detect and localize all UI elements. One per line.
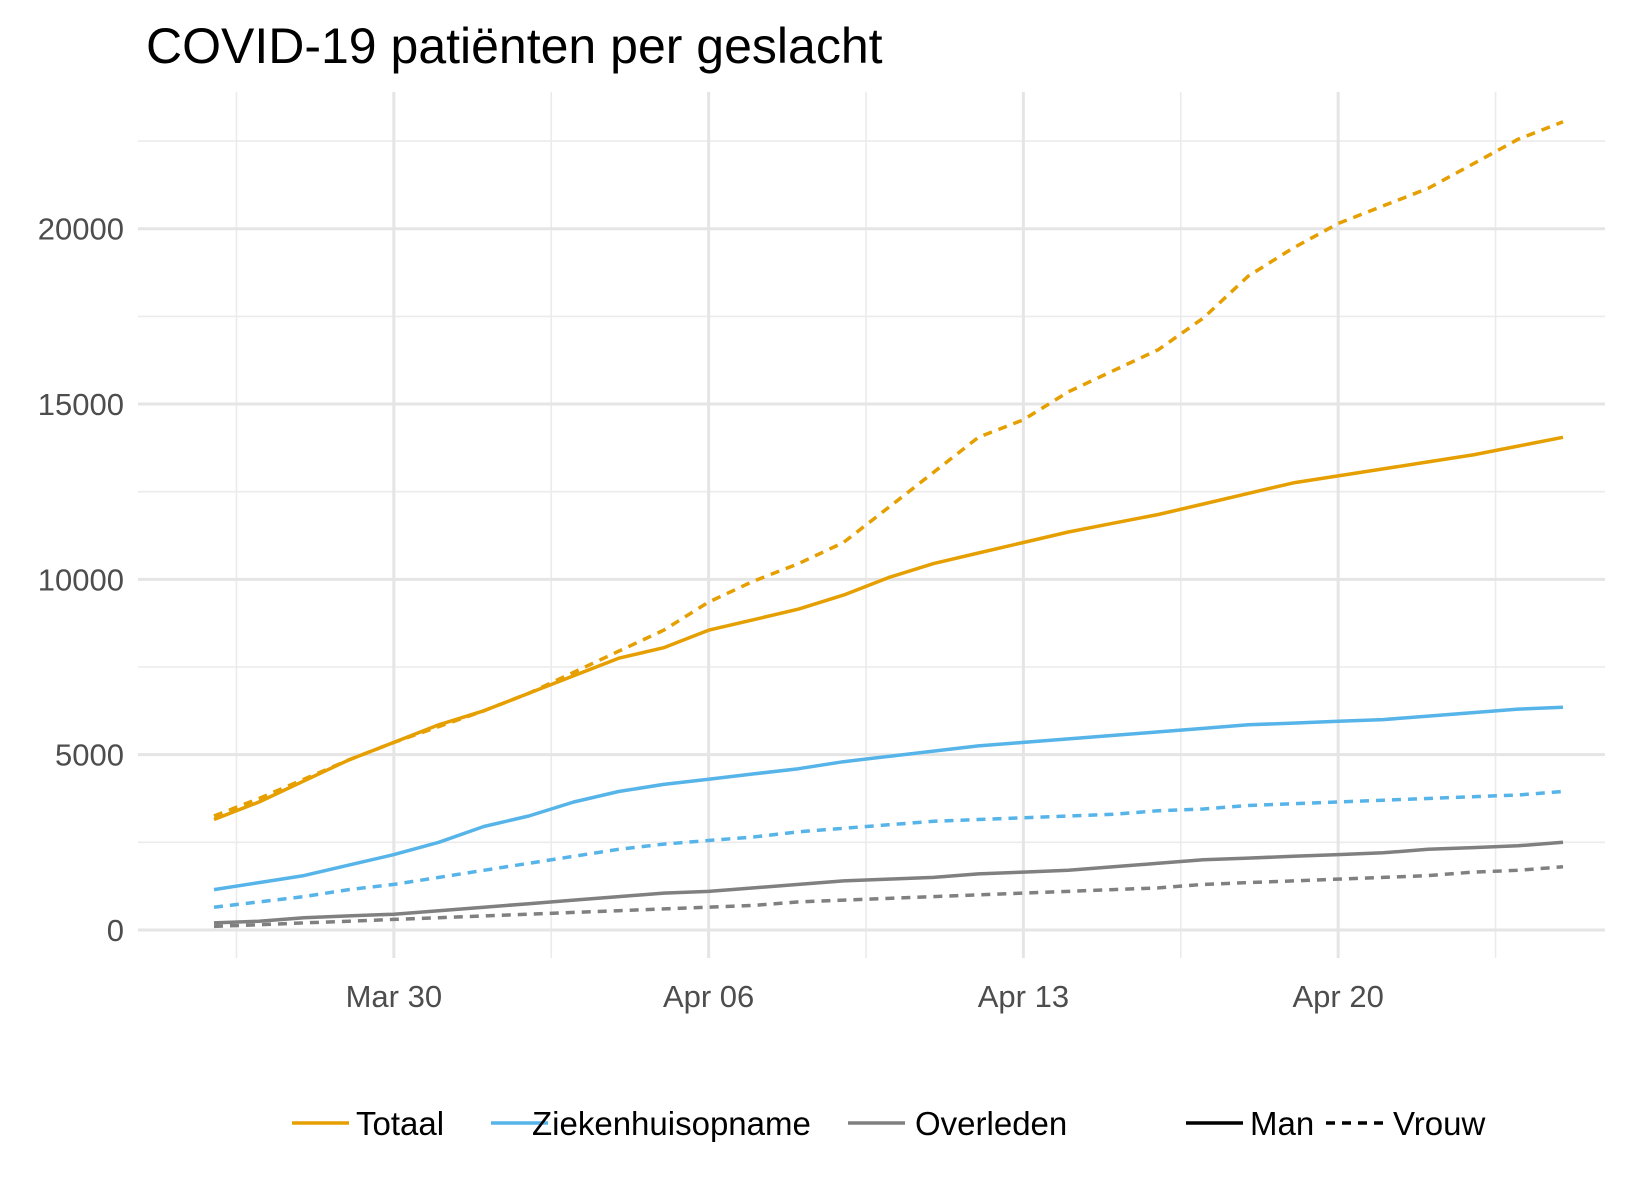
series-lines [213, 120, 1564, 929]
x-tick-label: Apr 20 [1292, 979, 1383, 1014]
y-tick-label: 10000 [38, 562, 124, 597]
y-tick-label: 0 [107, 913, 124, 948]
series-line-overleden-man [213, 840, 1564, 925]
x-tick-label: Mar 30 [346, 979, 442, 1014]
x-tick-label: Apr 13 [978, 979, 1069, 1014]
y-tick-label: 15000 [38, 387, 124, 422]
legend: Totaal Ziekenhuisopname Overleden Man Vrouw [292, 1105, 1485, 1142]
legend-label-ziekenhuisopname: Ziekenhuisopname [532, 1105, 811, 1142]
y-tick-label: 20000 [38, 212, 124, 247]
chart-title: COVID-19 patiënten per geslacht [146, 18, 883, 74]
x-axis-tick-labels: Mar 30 Apr 06 Apr 13 Apr 20 [346, 979, 1384, 1014]
series-line-totaal-vrouw [213, 120, 1564, 818]
legend-label-overleden: Overleden [915, 1105, 1067, 1142]
x-tick-label: Apr 06 [663, 979, 754, 1014]
grid-lines [138, 92, 1605, 958]
legend-label-man: Man [1250, 1105, 1314, 1142]
series-line-overleden-vrouw [213, 865, 1564, 929]
y-tick-label: 5000 [55, 738, 124, 773]
legend-label-totaal: Totaal [356, 1105, 444, 1142]
series-line-ziekenhuisopname-vrouw [213, 789, 1564, 909]
legend-label-vrouw: Vrouw [1393, 1105, 1485, 1142]
series-line-totaal-man [213, 435, 1564, 822]
series-line-ziekenhuisopname-man [213, 705, 1564, 892]
y-axis-tick-labels: 0 5000 10000 15000 20000 [38, 212, 124, 948]
